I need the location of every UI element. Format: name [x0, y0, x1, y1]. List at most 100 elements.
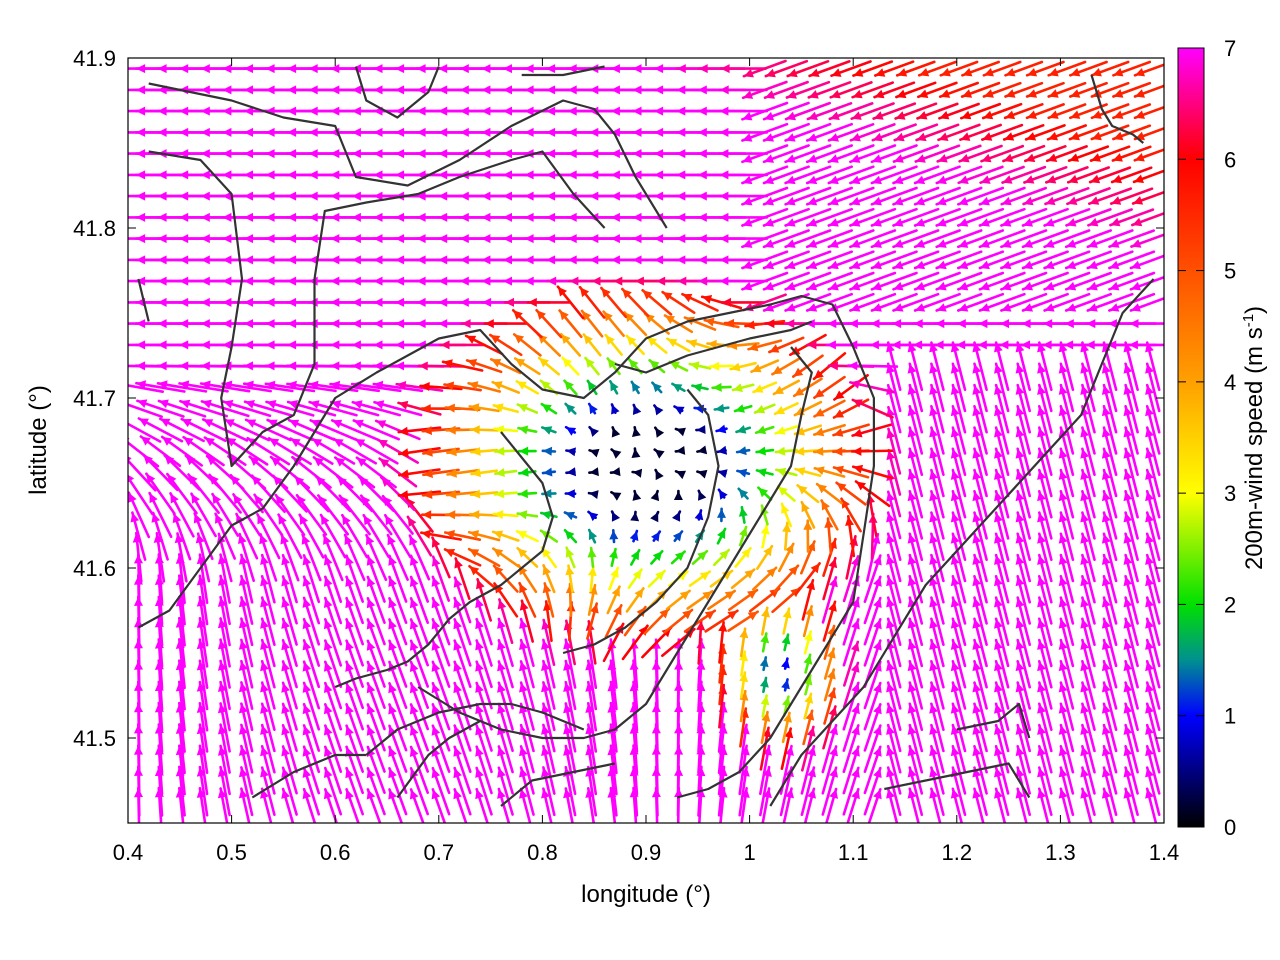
wind-vector — [1058, 638, 1075, 689]
wind-vector — [821, 766, 838, 816]
wind-vector-head — [453, 768, 462, 779]
wind-vector — [281, 681, 298, 731]
wind-vector-head — [431, 789, 441, 800]
wind-vector-head — [950, 661, 960, 672]
wind-vector-head — [497, 599, 507, 610]
wind-vector — [431, 766, 451, 816]
wind-vector-head — [497, 767, 506, 778]
wind-vector — [759, 676, 769, 694]
wind-vector-head — [1015, 618, 1025, 629]
wind-vector-head — [615, 623, 624, 634]
wind-vector — [950, 787, 964, 823]
wind-vector-head — [762, 727, 772, 738]
wind-vector-head — [807, 788, 816, 799]
wind-vector — [563, 702, 577, 753]
wind-vector-head — [807, 767, 816, 778]
wind-vector-head — [829, 725, 838, 736]
wind-vector-head — [1145, 788, 1154, 799]
wind-vector-head — [453, 746, 462, 757]
wind-vector-head — [541, 788, 550, 799]
wind-vector-head — [217, 554, 227, 565]
wind-vector — [842, 640, 860, 687]
wind-vector — [1058, 617, 1075, 668]
wind-vector-head — [1058, 788, 1068, 799]
wind-vector — [821, 576, 838, 624]
wind-vector-head — [950, 576, 960, 587]
wind-vector-head — [409, 747, 419, 757]
wind-vector-head — [1101, 767, 1111, 778]
wind-vector-head — [994, 725, 1003, 735]
wind-vector-head — [115, 170, 124, 179]
wind-vector — [1080, 638, 1096, 689]
wind-vector-head — [929, 746, 938, 757]
wind-vector-head — [302, 555, 312, 566]
wind-vector-head — [613, 605, 622, 616]
wind-vector-head — [260, 682, 269, 693]
wind-vector — [994, 744, 1010, 795]
wind-vector-head — [1123, 788, 1133, 799]
wind-vector-head — [1123, 576, 1133, 587]
wind-vector-head — [281, 576, 290, 587]
wind-vector-head — [366, 704, 376, 715]
wind-vector-head — [907, 682, 917, 693]
wind-vector — [886, 617, 902, 668]
wind-vector-head — [784, 728, 794, 739]
wind-vector — [302, 639, 321, 689]
wind-vector-head — [783, 712, 792, 723]
wind-vector — [497, 745, 514, 795]
wind-vector — [409, 660, 430, 710]
wind-vector — [604, 603, 623, 639]
wind-vector-head — [1123, 725, 1133, 735]
wind-vector — [1015, 574, 1031, 625]
wind-vector-head — [805, 710, 815, 721]
wind-vector — [519, 617, 535, 668]
wind-vector — [994, 659, 1010, 710]
wind-vector — [1037, 702, 1053, 753]
wind-vector-head — [475, 598, 484, 609]
wind-vector — [929, 617, 945, 668]
wind-vector — [950, 596, 967, 647]
wind-vector-head — [1145, 703, 1154, 714]
wind-vector-head — [907, 576, 917, 587]
wind-vector — [1101, 617, 1118, 668]
wind-vector — [260, 659, 276, 710]
wind-vector-head — [785, 746, 794, 756]
wind-vector-head — [929, 597, 938, 608]
wind-vector-head — [541, 703, 550, 714]
wind-vector — [1015, 659, 1031, 710]
wind-vector-head — [497, 682, 506, 693]
wind-vector-head — [1145, 746, 1154, 757]
wind-vector — [281, 745, 298, 795]
wind-vector — [388, 703, 408, 752]
wind-vector — [1058, 659, 1075, 710]
wind-vector-head — [806, 580, 815, 591]
wind-vector-head — [994, 618, 1003, 629]
wind-vector — [821, 745, 838, 795]
wind-vector — [1145, 766, 1161, 817]
wind-vector — [388, 575, 408, 625]
wind-vector-head — [431, 768, 441, 779]
wind-vector — [822, 705, 838, 750]
wind-vector — [388, 766, 408, 816]
wind-vector-head — [682, 610, 692, 620]
wind-vector — [217, 595, 231, 647]
wind-vector-head — [781, 658, 790, 669]
wind-vector — [323, 787, 339, 823]
wind-vector — [1058, 723, 1075, 774]
wind-vector — [302, 766, 321, 816]
wind-vector — [366, 724, 386, 773]
wind-vector-head — [543, 601, 552, 611]
wind-vector-head — [972, 576, 982, 587]
wind-vector — [972, 723, 988, 774]
wind-vector-head — [497, 704, 506, 714]
wind-vector — [302, 702, 321, 752]
wind-vector — [431, 681, 451, 731]
wind-vector-head — [950, 597, 960, 608]
wind-vector-head — [679, 590, 690, 600]
wind-vector — [238, 787, 251, 823]
wind-vector — [302, 660, 321, 710]
wind-vector — [825, 787, 838, 823]
wind-vector-head — [431, 598, 441, 609]
wind-vector-head — [345, 789, 354, 800]
wind-vector-head — [302, 767, 312, 778]
